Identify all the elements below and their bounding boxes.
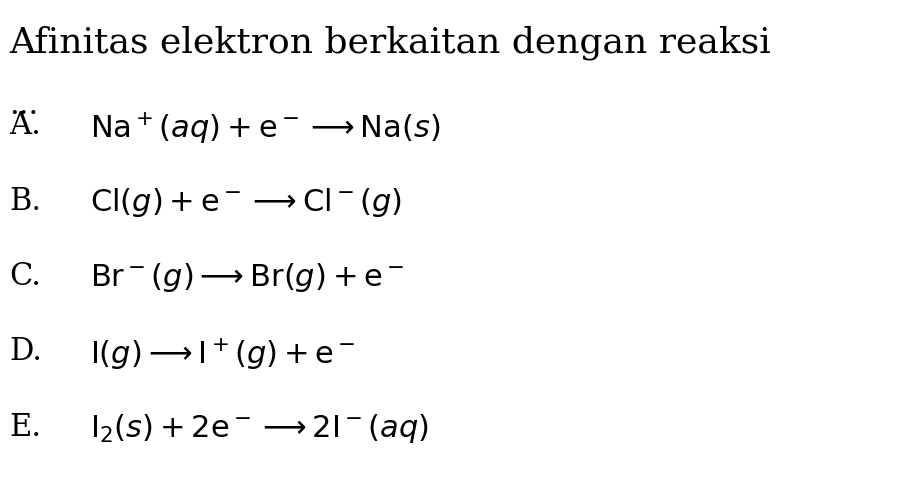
Text: ...: ... xyxy=(9,90,38,121)
Text: D.: D. xyxy=(9,336,42,367)
Text: C.: C. xyxy=(9,261,41,292)
Text: A.: A. xyxy=(9,110,41,141)
Text: $\mathrm{Br^-(\mathit{g}) \longrightarrow Br(\mathit{g}) + e^-}$: $\mathrm{Br^-(\mathit{g}) \longrightarro… xyxy=(90,261,405,294)
Text: B.: B. xyxy=(9,185,42,216)
Text: Afinitas elektron berkaitan dengan reaksi: Afinitas elektron berkaitan dengan reaks… xyxy=(9,25,770,60)
Text: $\mathrm{I(\mathit{g}) \longrightarrow I^+(\mathit{g}) + e^-}$: $\mathrm{I(\mathit{g}) \longrightarrow I… xyxy=(90,336,356,371)
Text: $\mathrm{Na^+(\mathit{aq}) + e^- \longrightarrow Na(\mathit{s})}$: $\mathrm{Na^+(\mathit{aq}) + e^- \longri… xyxy=(90,110,441,145)
Text: $\mathrm{I_2(\mathit{s}) + 2e^- \longrightarrow 2I^-(\mathit{aq})}$: $\mathrm{I_2(\mathit{s}) + 2e^- \longrig… xyxy=(90,411,429,444)
Text: $\mathrm{Cl(\mathit{g}) + e^- \longrightarrow Cl^-(\mathit{g})}$: $\mathrm{Cl(\mathit{g}) + e^- \longright… xyxy=(90,185,402,218)
Text: E.: E. xyxy=(9,411,42,442)
